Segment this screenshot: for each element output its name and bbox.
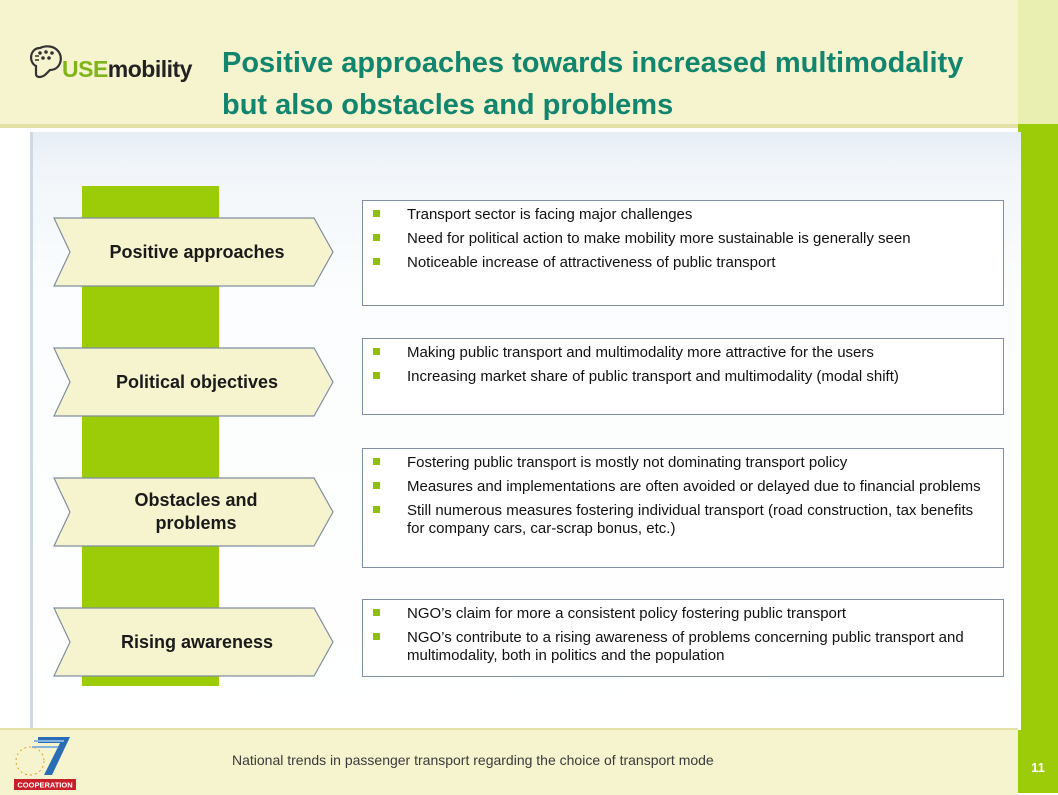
page-number: 11 (1031, 760, 1045, 775)
section-label-text: Obstacles and problems (134, 490, 258, 533)
bullet-box-obstacles-problems: Fostering public transport is mostly not… (362, 448, 1004, 568)
square-bullet-icon (373, 458, 380, 465)
header-divider (0, 124, 1018, 128)
list-item: Measures and implementations are often a… (371, 478, 991, 496)
square-bullet-icon (373, 609, 380, 616)
square-bullet-icon (373, 234, 380, 241)
section-label-text: Positive approaches (109, 241, 285, 262)
logo-wordmark: USEmobility (62, 56, 192, 83)
right-accent-bar (1018, 0, 1058, 793)
fp7-cooperation-logo-icon: COOPERATION (14, 737, 76, 790)
list-item: Transport sector is facing major challen… (371, 206, 991, 224)
list-item: Increasing market share of public transp… (371, 368, 991, 386)
list-item: Still numerous measures fostering indivi… (371, 502, 991, 538)
arrow-shape-icon (53, 347, 334, 417)
list-item: Noticeable increase of attractiveness of… (371, 254, 991, 272)
square-bullet-icon (373, 506, 380, 513)
fp7-label: COOPERATION (17, 781, 72, 790)
section-label-positive-approaches: Positive approaches (52, 210, 336, 294)
bullet-box-rising-awareness: NGO’s claim for more a consistent policy… (362, 599, 1004, 677)
slide-title: Positive approaches towards increased mu… (222, 47, 964, 121)
section-label-obstacles-problems: Obstacles and problems (52, 470, 336, 554)
arrow-shape-icon (53, 607, 334, 677)
list-item: NGO’s contribute to a rising awareness o… (371, 629, 991, 665)
square-bullet-icon (373, 633, 380, 640)
square-bullet-icon (373, 482, 380, 489)
square-bullet-icon (373, 258, 380, 265)
square-bullet-icon (373, 372, 380, 379)
arrow-shape-icon (53, 477, 334, 547)
footer-text: National trends in passenger transport r… (232, 752, 714, 768)
arrow-shape-icon (53, 217, 334, 287)
header-band (0, 0, 1018, 124)
bullet-box-positive-approaches: Transport sector is facing major challen… (362, 200, 1004, 306)
list-item: Fostering public transport is mostly not… (371, 454, 991, 472)
footer-band (0, 728, 1018, 795)
square-bullet-icon (373, 210, 380, 217)
section-label-political-objectives: Political objectives (52, 340, 336, 424)
square-bullet-icon (373, 348, 380, 355)
right-accent-bar-top (1018, 0, 1058, 124)
logo-text-use: USE (62, 56, 108, 82)
list-item: NGO’s claim for more a consistent policy… (371, 605, 991, 623)
logo-text-mobility: mobility (107, 56, 193, 82)
usemobility-logo-icon (30, 45, 62, 79)
bullet-box-political-objectives: Making public transport and multimodalit… (362, 338, 1004, 415)
section-label-rising-awareness: Rising awareness (52, 600, 336, 684)
section-label-text: Rising awareness (120, 631, 274, 652)
list-item: Making public transport and multimodalit… (371, 344, 991, 362)
section-label-text: Political objectives (115, 371, 279, 392)
list-item: Need for political action to make mobili… (371, 230, 991, 248)
